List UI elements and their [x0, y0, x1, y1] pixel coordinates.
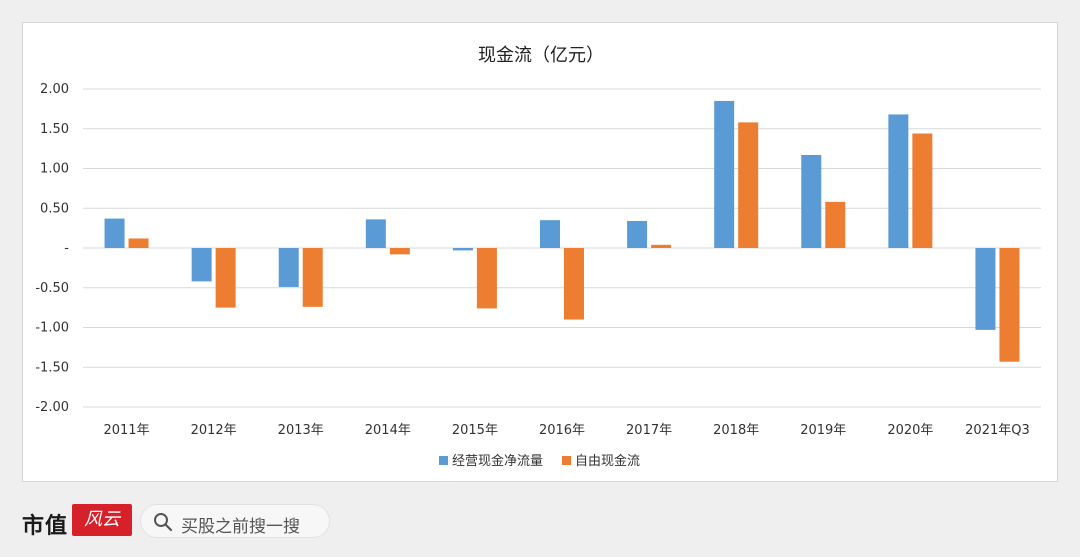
brand-logo-text: 市值 [22, 514, 69, 539]
y-tick-label: 0.50 [40, 201, 69, 216]
x-tick-label: 2014年 [365, 423, 411, 438]
bar-free-cash-flow [825, 201, 846, 248]
y-tick-label: - [64, 241, 69, 256]
y-tick-label: -0.50 [35, 281, 69, 296]
x-tick-label: 2016年 [539, 423, 585, 438]
bar-free-cash-flow [999, 248, 1020, 362]
x-tick-label: 2021年Q3 [965, 423, 1030, 438]
search-box[interactable]: 买股之前搜一搜 [140, 504, 330, 538]
bar-operating-cash-flow [975, 248, 996, 330]
bar-operating-cash-flow [191, 248, 212, 282]
bar-free-cash-flow [215, 248, 236, 308]
legend-swatch [439, 456, 448, 465]
bar-free-cash-flow [738, 122, 759, 248]
bar-operating-cash-flow [888, 114, 909, 248]
bar-operating-cash-flow [365, 219, 386, 248]
y-tick-label: -1.00 [35, 321, 69, 336]
legend-label: 自由现金流 [575, 453, 640, 469]
x-tick-label: 2011年 [103, 423, 149, 438]
x-tick-label: 2013年 [278, 423, 324, 438]
bar-free-cash-flow [912, 133, 933, 248]
x-tick-label: 2020年 [887, 423, 933, 438]
bar-free-cash-flow [128, 238, 149, 248]
y-tick-label: 2.00 [40, 82, 69, 97]
search-placeholder: 买股之前搜一搜 [181, 517, 300, 537]
bar-free-cash-flow [476, 248, 497, 309]
chart-title: 现金流（亿元） [478, 45, 604, 66]
bar-free-cash-flow [651, 244, 672, 248]
x-tick-label: 2018年 [713, 423, 759, 438]
bar-operating-cash-flow [452, 248, 473, 251]
bar-free-cash-flow [302, 248, 323, 307]
brand-logo-seal: 风云 [72, 504, 132, 536]
cash-flow-chart: 现金流（亿元） 2.00 1.50 1.00 0.50 - -0.50 -1.00 -1.50… [35, 45, 1041, 469]
chart-card: 现金流（亿元） 2.00 1.50 1.00 0.50 - -0.50 -1.00 -1.50… [22, 22, 1058, 482]
x-tick-label: 2017年 [626, 423, 672, 438]
x-tick-label: 2019年 [800, 423, 846, 438]
y-tick-label: 1.50 [40, 122, 69, 137]
bar-operating-cash-flow [540, 220, 560, 248]
bar-free-cash-flow [389, 248, 410, 255]
bar-operating-cash-flow [801, 154, 822, 248]
legend-swatch [562, 456, 571, 465]
y-tick-label: -2.00 [35, 400, 69, 415]
footer-bar: 市值 风云 买股之前搜一搜 [0, 490, 1080, 557]
bar-operating-cash-flow [278, 248, 299, 287]
bar-operating-cash-flow [104, 218, 125, 248]
x-tick-label: 2015年 [452, 423, 498, 438]
legend-label: 经营现金净流量 [452, 453, 543, 469]
search-icon [154, 513, 173, 532]
y-tick-label: 1.00 [40, 162, 69, 177]
bar-operating-cash-flow [714, 100, 735, 248]
bar-operating-cash-flow [627, 220, 648, 248]
bar-free-cash-flow [564, 248, 584, 320]
y-tick-label: -1.50 [35, 360, 69, 375]
x-tick-label: 2012年 [191, 423, 237, 438]
